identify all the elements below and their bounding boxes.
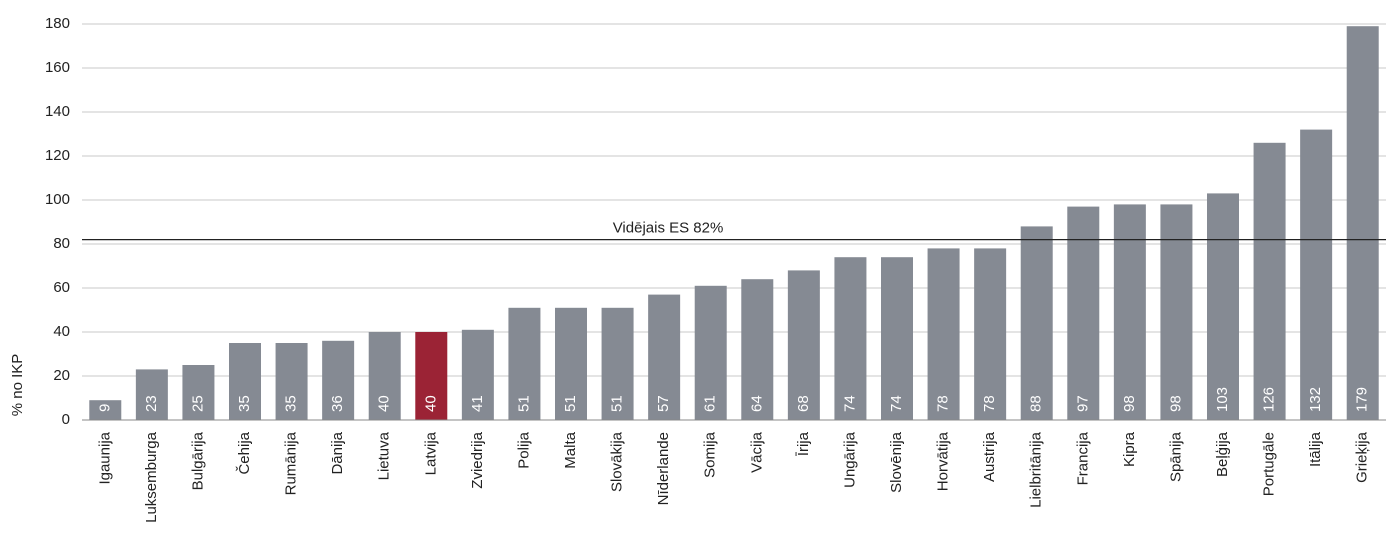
value-label: 103 — [1214, 387, 1231, 412]
value-label: 40 — [376, 395, 393, 412]
bar — [881, 257, 913, 420]
x-tick-label: Horvātija — [935, 431, 952, 491]
bar — [1253, 142, 1286, 421]
bar — [1207, 193, 1239, 420]
x-tick-label: Ungārija — [841, 431, 858, 488]
x-tick-label: Portugāle — [1261, 432, 1278, 496]
x-tick-label: Dānija — [329, 431, 346, 474]
bar — [787, 270, 820, 420]
bar — [648, 294, 681, 420]
bar — [1113, 204, 1146, 420]
bar — [974, 248, 1007, 420]
x-tick-label: Itālija — [1307, 431, 1324, 467]
bar — [461, 329, 494, 420]
x-tick-label: Somija — [702, 431, 719, 478]
y-tick-label: 140 — [45, 103, 70, 120]
value-label: 74 — [841, 395, 858, 412]
value-label: 9 — [96, 404, 113, 412]
bar — [1067, 206, 1100, 420]
bar — [322, 340, 355, 420]
x-tick-label: Grieķija — [1354, 431, 1371, 483]
reference-label: Vidējais ES 82% — [613, 220, 724, 237]
bar — [1300, 129, 1333, 420]
value-label: 97 — [1074, 395, 1091, 412]
x-tick-label: Polija — [515, 431, 532, 468]
bar — [508, 307, 541, 420]
x-tick-label: Rumānija — [283, 431, 300, 495]
value-label: 25 — [189, 395, 206, 412]
x-tick-label: Kipra — [1121, 431, 1138, 467]
x-tick-label: Slovēnija — [888, 431, 905, 493]
y-tick-label: 80 — [53, 235, 70, 252]
value-label: 57 — [655, 395, 672, 412]
bar — [182, 365, 215, 420]
value-label: 132 — [1307, 387, 1324, 412]
value-label: 78 — [935, 395, 952, 412]
value-label: 88 — [1028, 395, 1045, 412]
bar — [927, 248, 960, 420]
bar — [89, 400, 122, 420]
value-label: 64 — [748, 395, 765, 412]
value-label: 98 — [1167, 395, 1184, 412]
bar — [229, 343, 261, 420]
x-tick-label: Zviedrija — [469, 431, 486, 488]
y-axis-label: % no IKP — [9, 354, 26, 417]
x-tick-label: Austrija — [981, 431, 998, 482]
y-tick-label: 20 — [53, 367, 70, 384]
x-tick-label: Francija — [1074, 431, 1091, 485]
bar — [275, 343, 308, 420]
value-label: 51 — [609, 395, 626, 412]
value-label: 41 — [469, 395, 486, 412]
y-tick-label: 0 — [62, 411, 70, 428]
value-label: 35 — [283, 395, 300, 412]
bar — [601, 307, 634, 420]
x-tick-label: Beļģija — [1214, 431, 1231, 477]
x-tick-label: Malta — [562, 431, 579, 468]
x-tick-label: Igaunija — [96, 431, 113, 484]
y-tick-label: 120 — [45, 147, 70, 164]
value-label: 98 — [1121, 395, 1138, 412]
x-tick-label: Bulgārija — [189, 431, 206, 490]
value-label: 68 — [795, 395, 812, 412]
value-label: 23 — [143, 395, 160, 412]
x-tick-label: Spānija — [1167, 431, 1184, 482]
y-tick-label: 180 — [45, 15, 70, 32]
value-label: 61 — [702, 395, 719, 412]
x-tick-label: Nīderlande — [655, 432, 672, 505]
bar — [834, 257, 867, 420]
y-tick-label: 100 — [45, 191, 70, 208]
value-label: 40 — [422, 395, 439, 412]
y-tick-label: 160 — [45, 59, 70, 76]
x-tick-label: Slovākija — [609, 431, 626, 492]
value-label: 179 — [1354, 387, 1371, 412]
bar — [1346, 26, 1379, 420]
x-tick-label: Čehija — [236, 431, 253, 474]
value-label: 74 — [888, 395, 905, 412]
bar — [741, 279, 774, 420]
x-tick-label: Īrija — [795, 431, 812, 456]
bar — [555, 307, 587, 420]
y-tick-label: 60 — [53, 279, 70, 296]
x-tick-label: Lielbritānija — [1028, 431, 1045, 508]
x-tick-label: Vācija — [748, 431, 765, 473]
x-tick-label: Latvija — [422, 431, 439, 475]
bar — [415, 332, 448, 420]
value-label: 126 — [1261, 387, 1278, 412]
value-label: 35 — [236, 395, 253, 412]
bar — [1020, 226, 1053, 420]
value-label: 36 — [329, 395, 346, 412]
y-tick-label: 40 — [53, 323, 70, 340]
x-tick-label: Lietuva — [376, 431, 393, 480]
bar — [1160, 204, 1193, 420]
value-label: 78 — [981, 395, 998, 412]
x-tick-label: Luksemburga — [143, 431, 160, 523]
bar — [368, 332, 401, 420]
value-label: 51 — [515, 395, 532, 412]
value-label: 51 — [562, 395, 579, 412]
bar — [135, 369, 168, 420]
bar — [694, 285, 727, 420]
